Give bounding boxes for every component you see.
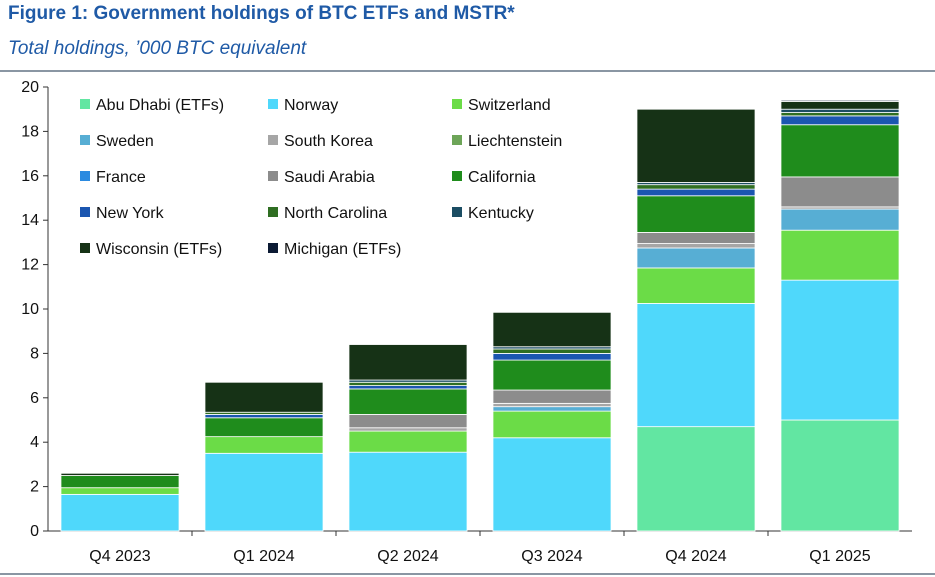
bar-segment-wisconsin-etfs: [492, 311, 612, 348]
x-tick-label: Q4 2023: [89, 548, 150, 565]
top-rule: [0, 70, 935, 72]
legend-label: Saudi Arabia: [284, 169, 375, 186]
x-tick-label: Q1 2024: [233, 548, 294, 565]
bar-segment-california: [636, 195, 756, 233]
bar-segment-south-korea: [492, 402, 612, 408]
legend-label: New York: [96, 205, 165, 222]
bar-segment-saudi-arabia: [780, 176, 900, 208]
legend-swatch: [268, 99, 278, 109]
bar-segment-south-korea: [636, 243, 756, 249]
y-tick-label: 14: [21, 212, 39, 229]
legend-label: South Korea: [284, 133, 373, 150]
bar-segment-saudi-arabia: [492, 389, 612, 404]
legend-label: Wisconsin (ETFs): [96, 241, 222, 258]
legend-label: Norway: [284, 97, 338, 114]
bar-segment-norway: [204, 452, 324, 532]
bar-segment-new-york: [348, 385, 468, 390]
y-tick-label: 4: [30, 434, 39, 451]
bar-segment-norway: [60, 493, 180, 532]
bar-segment-switzerland: [492, 410, 612, 439]
legend-label: Michigan (ETFs): [284, 241, 401, 258]
y-tick-label: 16: [21, 168, 39, 185]
bar-segment-north-carolina: [780, 112, 900, 117]
legend-swatch: [268, 171, 278, 181]
chart-title: Figure 1: Government holdings of BTC ETF…: [8, 3, 515, 24]
bar-segment-saudi-arabia: [348, 414, 468, 429]
x-tick-label: Q3 2024: [521, 548, 582, 565]
y-tick-label: 20: [21, 79, 39, 96]
bar-segment-california: [780, 124, 900, 178]
x-tick-label: Q4 2024: [665, 548, 726, 565]
legend-label: Switzerland: [468, 97, 551, 114]
legend-label: Sweden: [96, 133, 154, 150]
bar-segment-new-york: [780, 115, 900, 126]
bar-segment-new-york: [204, 414, 324, 419]
bar-segment-switzerland: [60, 487, 180, 495]
bar-segment-new-york: [492, 352, 612, 361]
legend-swatch: [80, 99, 90, 109]
bottom-rule: [0, 573, 935, 575]
legend-swatch: [452, 99, 462, 109]
bar-segment-california: [60, 475, 180, 489]
legend-label: France: [96, 169, 146, 186]
bar-segment-wisconsin-etfs: [60, 472, 180, 476]
legend-label: Abu Dhabi (ETFs): [96, 97, 224, 114]
bar-segment-switzerland: [348, 430, 468, 453]
legend-swatch: [452, 135, 462, 145]
bar-segment-norway: [636, 303, 756, 428]
bar-segment-switzerland: [636, 267, 756, 304]
legend-swatch: [80, 207, 90, 217]
y-tick-label: 12: [21, 257, 39, 274]
bar-segment-california: [492, 359, 612, 391]
y-tick-label: 6: [30, 390, 39, 407]
bar-segment-sweden: [492, 406, 612, 412]
bar-segment-south-korea: [348, 427, 468, 432]
legend-label: Kentucky: [468, 205, 534, 222]
x-tick-label: Q2 2024: [377, 548, 438, 565]
legend-label: Liechtenstein: [468, 133, 562, 150]
y-tick-label: 8: [30, 345, 39, 362]
bar-segment-abu-dhabi-etfs: [780, 419, 900, 532]
bar-segment-michigan-etfs: [780, 99, 900, 102]
bar-segment-north-carolina: [492, 348, 612, 354]
bar-segment-kentucky: [780, 108, 900, 113]
bar-segment-sweden: [780, 208, 900, 231]
legend-swatch: [268, 243, 278, 253]
bar-segment-new-york: [636, 188, 756, 197]
legend-swatch: [452, 207, 462, 217]
bar-segment-switzerland: [780, 229, 900, 281]
bar-segment-wisconsin-etfs: [780, 101, 900, 110]
bar-segment-norway: [348, 451, 468, 532]
bar-segment-abu-dhabi-etfs: [636, 426, 756, 532]
legend-label: California: [468, 169, 536, 186]
bar-segment-north-carolina: [348, 381, 468, 386]
y-tick-label: 10: [21, 301, 39, 318]
bar-segment-sweden: [636, 247, 756, 269]
bar-segment-california: [348, 388, 468, 415]
bar-segment-california: [204, 417, 324, 438]
y-tick-label: 0: [30, 523, 39, 540]
y-tick-label: 18: [21, 123, 39, 140]
bar-segment-wisconsin-etfs: [348, 344, 468, 381]
legend-swatch: [452, 171, 462, 181]
bar-segment-norway: [780, 279, 900, 421]
y-tick-label: 2: [30, 479, 39, 496]
legend-label: North Carolina: [284, 205, 387, 222]
legend-swatch: [80, 135, 90, 145]
x-tick-label: Q1 2025: [809, 548, 870, 565]
legend-swatch: [80, 243, 90, 253]
bar-segment-switzerland: [204, 436, 324, 454]
legend-swatch: [80, 171, 90, 181]
chart-subtitle: Total holdings, ’000 BTC equivalent: [8, 38, 307, 59]
bar-segment-wisconsin-etfs: [636, 108, 756, 183]
legend-swatch: [268, 207, 278, 217]
legend-swatch: [268, 135, 278, 145]
bar-segment-north-carolina: [636, 184, 756, 190]
bar-segment-wisconsin-etfs: [204, 381, 324, 413]
bar-segment-saudi-arabia: [636, 232, 756, 244]
bar-segment-norway: [492, 437, 612, 532]
